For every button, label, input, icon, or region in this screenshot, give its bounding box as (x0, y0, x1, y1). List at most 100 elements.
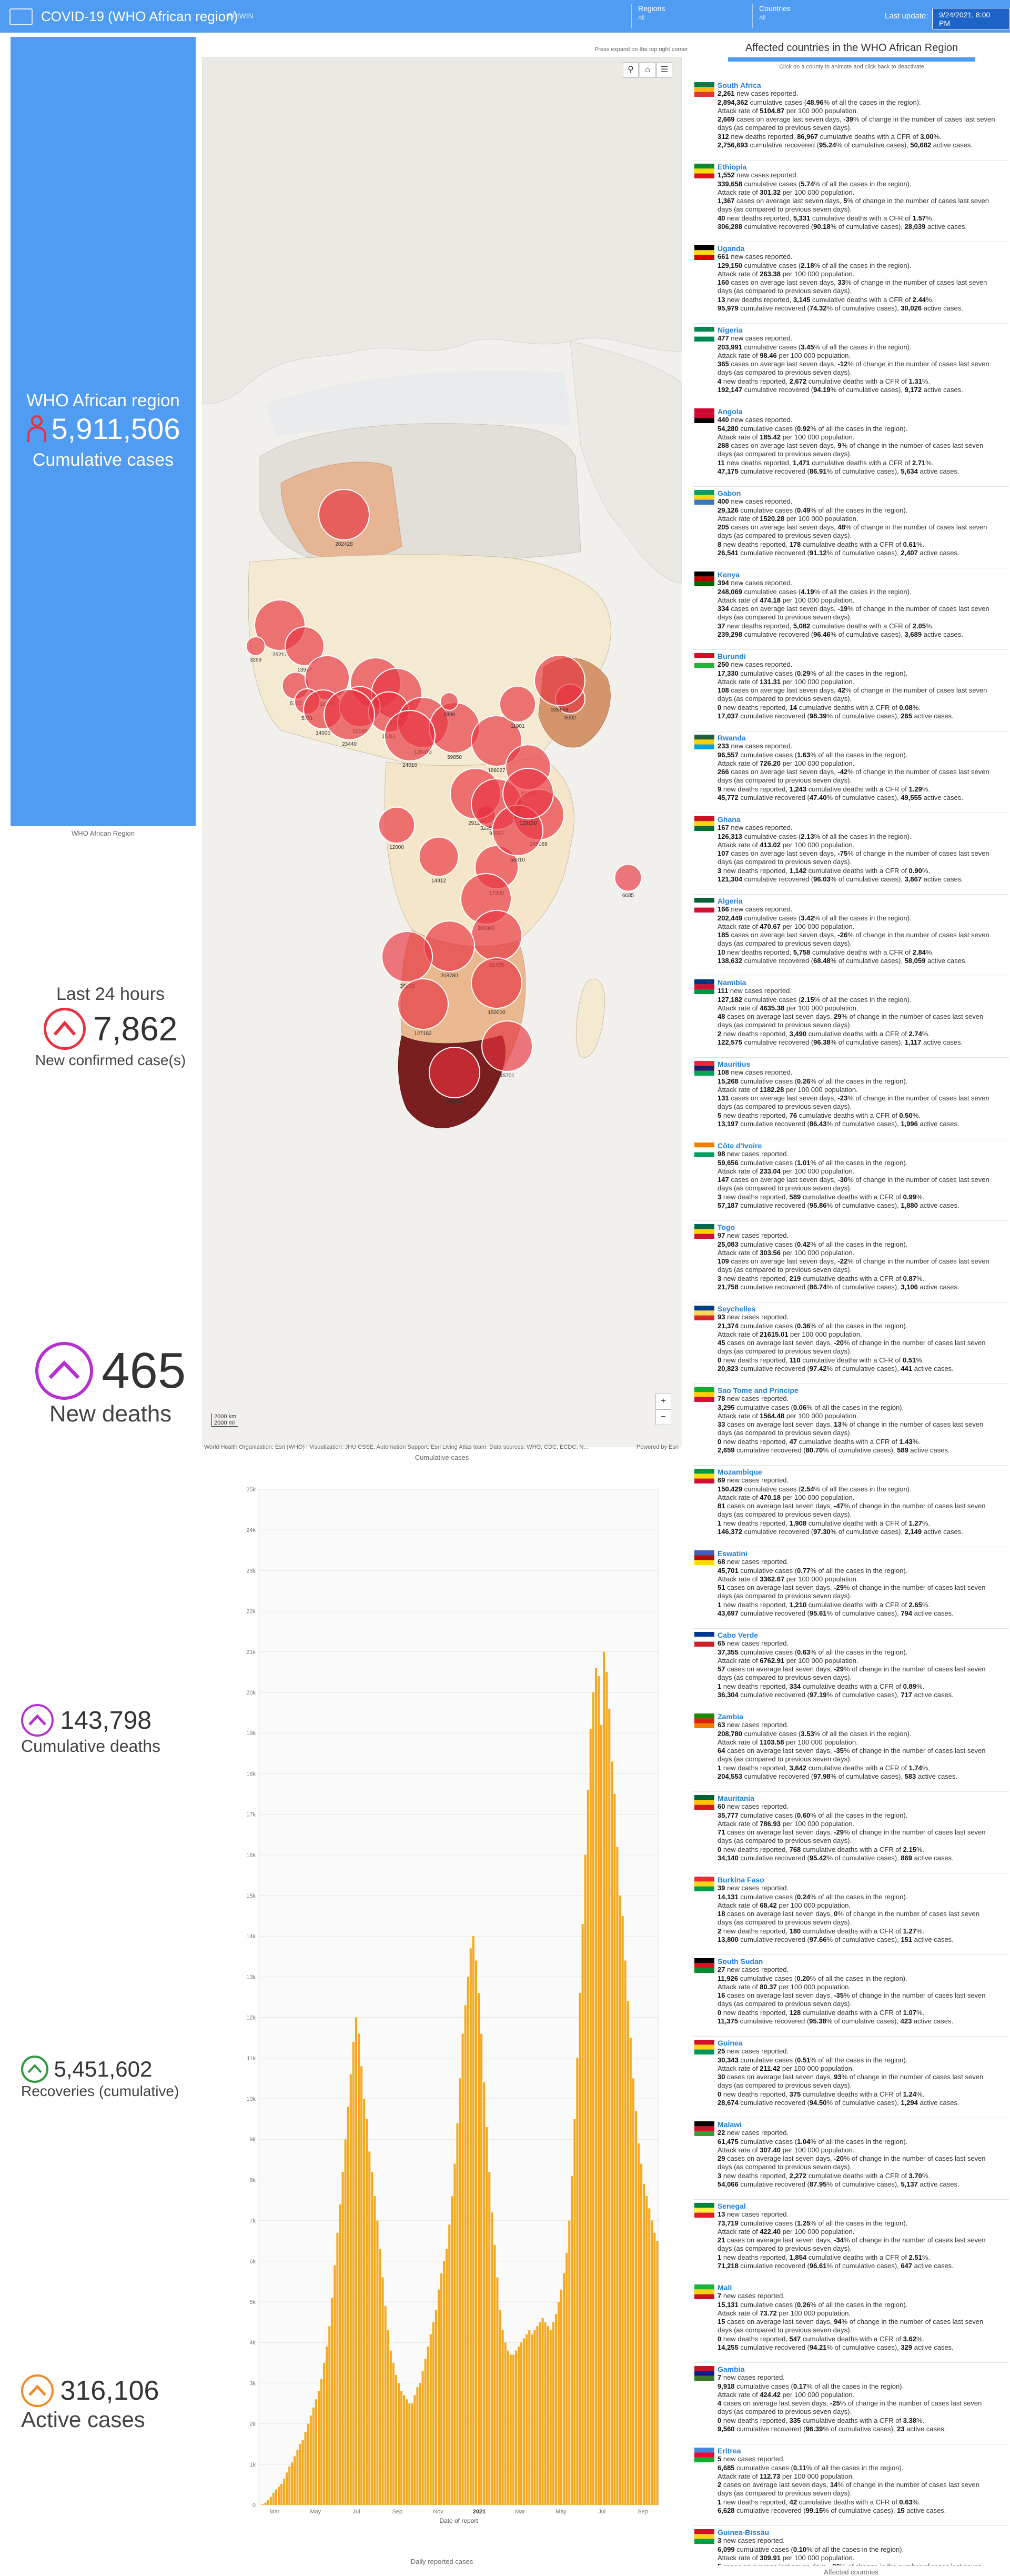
country-name[interactable]: Côte d'Ivoire (718, 1141, 762, 1150)
daily-case-bar[interactable] (315, 2399, 317, 2505)
case-bubble[interactable] (418, 836, 459, 877)
daily-case-bar[interactable] (523, 2338, 526, 2505)
daily-case-bar[interactable] (603, 1651, 605, 2505)
daily-case-bar[interactable] (416, 2387, 419, 2505)
daily-case-bar[interactable] (368, 2151, 371, 2505)
home-icon[interactable]: ⌂ (640, 62, 655, 78)
country-item[interactable]: Guinea-Bissau 3 new cases reported. 6,099 … (693, 2526, 1009, 2565)
case-bubble[interactable] (324, 689, 375, 740)
daily-case-bar[interactable] (421, 2371, 424, 2505)
daily-case-bar[interactable] (581, 1924, 584, 2505)
country-item[interactable]: Cabo Verde 65 new cases reported. 37,355 c… (693, 1629, 1009, 1710)
daily-case-bar[interactable] (501, 2330, 504, 2505)
country-item[interactable]: Eswatini 68 new cases reported. 45,701 cum… (693, 1547, 1009, 1629)
country-name[interactable]: Malawi (718, 2120, 742, 2129)
daily-case-bar[interactable] (474, 1960, 477, 2505)
daily-case-bar[interactable] (432, 2322, 435, 2505)
country-item[interactable]: South Sudan 27 new cases reported. 11,926 … (693, 1955, 1009, 2037)
country-item[interactable]: Seychelles 93 new cases reported. 21,374 c… (693, 1302, 1009, 1384)
daily-case-bar[interactable] (488, 2171, 491, 2505)
daily-case-bar[interactable] (296, 2450, 299, 2505)
daily-case-bar[interactable] (651, 2220, 653, 2505)
daily-case-bar[interactable] (261, 2504, 264, 2505)
daily-case-bar[interactable] (376, 2220, 379, 2505)
country-name[interactable]: Ghana (718, 815, 741, 824)
country-name[interactable]: Ethiopia (718, 163, 747, 171)
country-name[interactable]: South Africa (718, 81, 761, 89)
daily-case-bar[interactable] (472, 1936, 474, 2505)
country-item[interactable]: Ethiopia 1,552 new cases reported. 339,658… (693, 161, 1009, 242)
daily-case-bar[interactable] (469, 1948, 472, 2505)
country-item[interactable]: Mauritius 108 new cases reported. 15,268 c… (693, 1058, 1009, 1139)
regions-selector[interactable]: Regions All (631, 4, 754, 28)
country-item[interactable]: Burkina Faso 39 new cases reported. 14,131… (693, 1873, 1009, 1955)
daily-case-bar[interactable] (317, 2391, 320, 2505)
country-name[interactable]: Guinea-Bissau (718, 2528, 770, 2537)
daily-case-bar[interactable] (608, 1708, 611, 2505)
daily-case-bar[interactable] (403, 2395, 406, 2505)
country-name[interactable]: Eritrea (718, 2447, 741, 2455)
daily-case-bar[interactable] (328, 2326, 331, 2505)
daily-case-bar[interactable] (571, 2176, 573, 2505)
daily-case-bar[interactable] (419, 2383, 421, 2505)
daily-case-bar[interactable] (541, 2318, 544, 2505)
daily-case-bar[interactable] (448, 2224, 451, 2505)
daily-case-bar[interactable] (634, 2111, 637, 2505)
daily-case-bar[interactable] (286, 2472, 288, 2505)
daily-case-bar[interactable] (640, 2163, 643, 2505)
daily-case-bar[interactable] (539, 2322, 541, 2505)
country-name[interactable]: South Sudan (718, 1957, 763, 1966)
daily-case-bar[interactable] (267, 2500, 269, 2505)
country-name[interactable]: Guinea (718, 2039, 743, 2047)
daily-case-bar[interactable] (496, 2277, 499, 2505)
daily-case-bar[interactable] (379, 2249, 381, 2505)
daily-case-bar[interactable] (304, 2432, 307, 2505)
country-item[interactable]: Uganda 661 new cases reported. 129,150 cum… (693, 242, 1009, 324)
daily-case-bar[interactable] (528, 2330, 531, 2505)
daily-case-bar[interactable] (334, 2265, 336, 2505)
daily-case-bar[interactable] (597, 1676, 600, 2505)
daily-case-bar[interactable] (517, 2346, 520, 2505)
country-name[interactable]: Angola (718, 407, 743, 416)
daily-case-bar[interactable] (632, 2078, 634, 2505)
country-item[interactable]: Sao Tome and Principe 78 new cases report… (693, 1384, 1009, 1466)
daily-case-bar[interactable] (357, 2033, 360, 2505)
daily-case-bar[interactable] (309, 2415, 312, 2505)
country-item[interactable]: Senegal 13 new cases reported. 73,719 cumu… (693, 2200, 1009, 2281)
daily-case-bar[interactable] (637, 2143, 640, 2505)
daily-case-bar[interactable] (347, 2107, 349, 2505)
country-name[interactable]: Senegal (718, 2202, 746, 2210)
case-bubble[interactable] (502, 768, 554, 819)
daily-case-bar[interactable] (520, 2342, 523, 2505)
daily-case-bar[interactable] (616, 1847, 619, 2505)
daily-case-bar[interactable] (459, 2078, 461, 2505)
daily-case-bar[interactable] (629, 2038, 632, 2505)
country-name[interactable]: Kenya (718, 570, 740, 579)
country-item[interactable]: Mali 7 new cases reported. 15,131 cumulati… (693, 2281, 1009, 2363)
daily-case-bar[interactable] (507, 2350, 509, 2505)
case-bubble[interactable] (471, 715, 522, 767)
daily-case-bar[interactable] (621, 1916, 624, 2505)
daily-case-bar[interactable] (275, 2489, 277, 2505)
country-name[interactable]: Seychelles (718, 1305, 756, 1313)
daily-case-bar[interactable] (360, 2066, 363, 2505)
daily-case-bar[interactable] (536, 2326, 539, 2505)
daily-case-bar[interactable] (406, 2399, 408, 2505)
daily-case-bar[interactable] (446, 2249, 448, 2505)
daily-case-bar[interactable] (467, 1977, 469, 2505)
daily-case-bar[interactable] (554, 2314, 557, 2505)
daily-case-bar[interactable] (493, 2244, 496, 2505)
country-name[interactable]: Togo (718, 1223, 735, 1231)
daily-case-bar[interactable] (413, 2395, 416, 2505)
daily-case-bar[interactable] (291, 2462, 294, 2505)
daily-case-bar[interactable] (344, 2139, 347, 2505)
daily-case-bar[interactable] (552, 2322, 554, 2505)
case-bubble[interactable] (614, 864, 642, 892)
daily-case-bar[interactable] (400, 2391, 403, 2505)
map-canvas[interactable]: 2024282521732991391767101813473719371655… (202, 57, 682, 1447)
country-item[interactable]: Gabon 400 new cases reported. 29,126 cumul… (693, 487, 1009, 568)
daily-case-bar[interactable] (461, 2033, 464, 2505)
daily-case-bar[interactable] (613, 1794, 616, 2505)
country-name[interactable]: Rwanda (718, 734, 746, 742)
daily-case-bar[interactable] (451, 2196, 453, 2505)
